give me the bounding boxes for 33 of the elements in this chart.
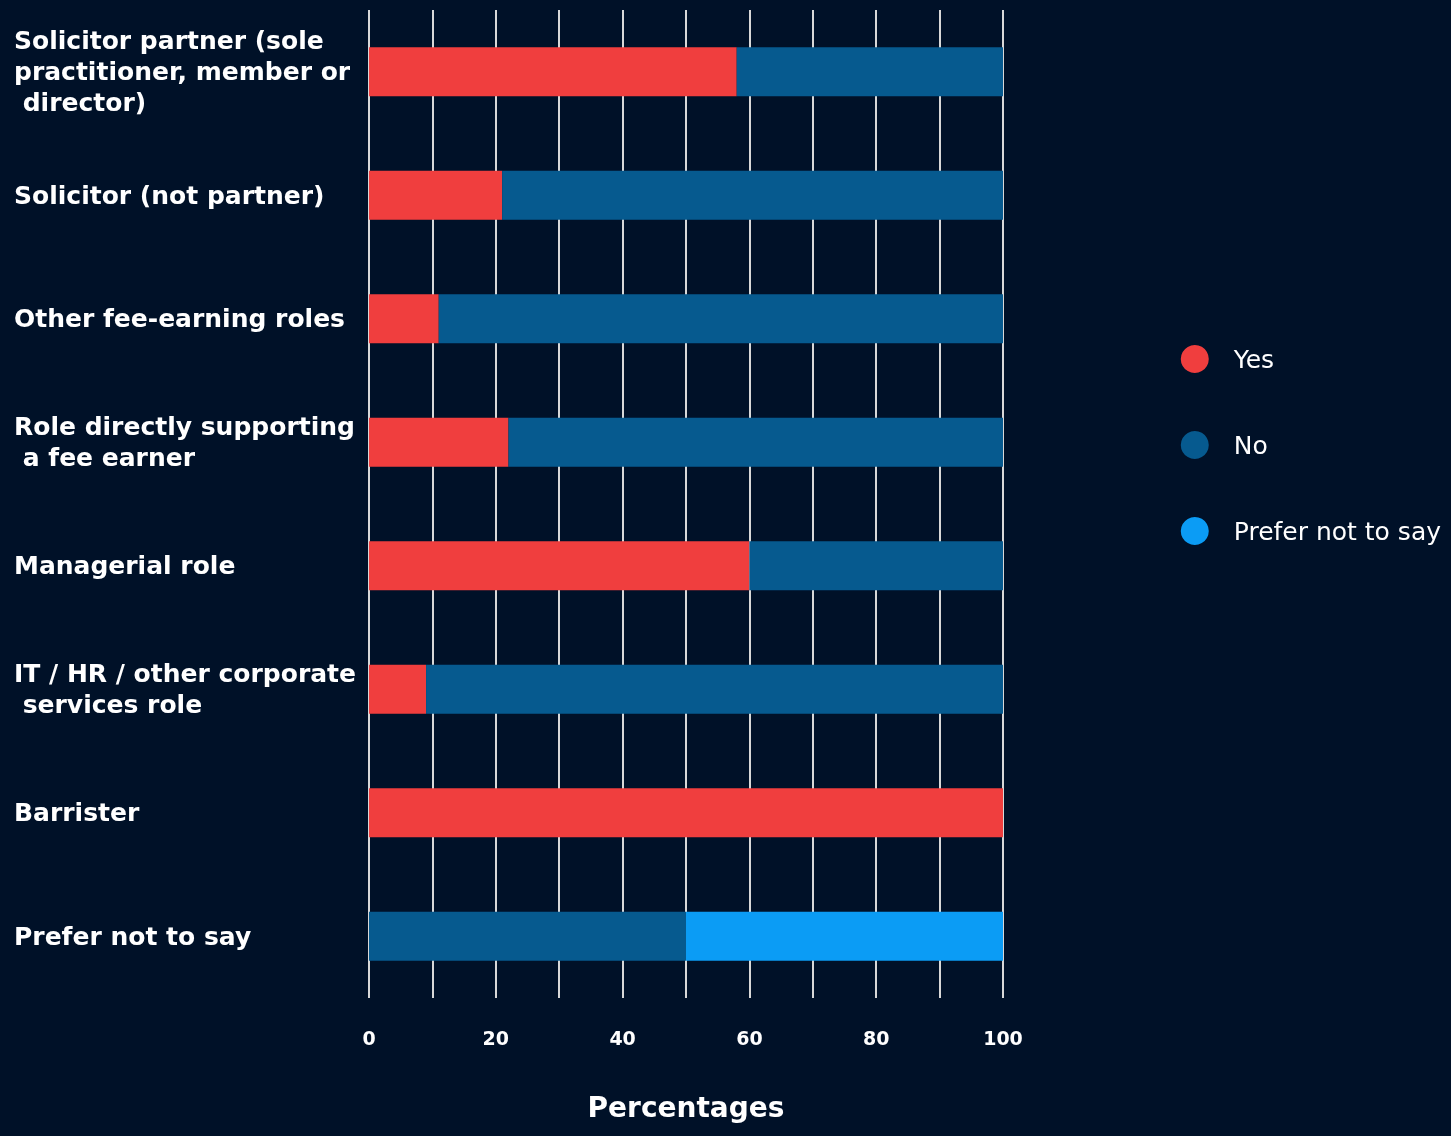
y-tick-label: Other fee-earning roles [14, 304, 345, 334]
x-tick-label: 60 [736, 1026, 763, 1049]
y-tick-label: Prefer not to say [14, 921, 252, 951]
x-tick-label: 100 [983, 1026, 1023, 1049]
x-axis-title: Percentages [587, 1090, 785, 1124]
y-tick-label: Managerial role [14, 551, 236, 581]
bar [369, 47, 737, 97]
bar [369, 294, 439, 344]
y-tick-label: Solicitor partner (sole practitioner, member or director) [14, 26, 351, 118]
bar [426, 664, 1003, 714]
legend-label: Yes [1232, 344, 1275, 374]
bar [369, 417, 509, 467]
bar [369, 788, 1003, 838]
bar [686, 911, 1003, 961]
bar [508, 417, 1003, 467]
bar [736, 47, 1003, 97]
bar [369, 541, 750, 591]
legend-label: Prefer not to say [1233, 516, 1442, 546]
x-tick-label: 80 [862, 1026, 890, 1049]
legend-label: No [1233, 430, 1268, 460]
y-tick-label: IT / HR / other corporate services role [14, 659, 357, 720]
x-tick-label: 20 [482, 1026, 510, 1049]
x-tick-label: 40 [609, 1026, 636, 1049]
bar [369, 911, 686, 961]
bar [438, 294, 1003, 344]
x-tick-label: 0 [362, 1026, 376, 1049]
bar [502, 170, 1003, 220]
y-tick-label: Barrister [14, 798, 140, 828]
bar [749, 541, 1003, 591]
y-tick-label: Role directly supporting a fee earner [14, 412, 355, 473]
bar [369, 170, 503, 220]
bar [369, 664, 427, 714]
y-tick-label: Solicitor (not partner) [14, 180, 325, 210]
